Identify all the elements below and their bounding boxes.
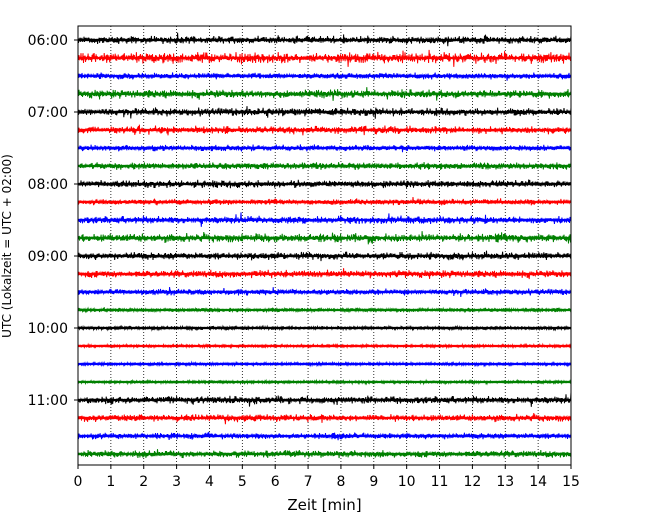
traces bbox=[77, 32, 572, 459]
x-tick-label: 3 bbox=[172, 474, 181, 490]
x-tick-label: 4 bbox=[205, 474, 214, 490]
y-tick-label: 08:00 bbox=[28, 177, 68, 193]
y-tick-label: 09:00 bbox=[28, 249, 68, 265]
grid-lines bbox=[110, 26, 539, 465]
y-tick-label: 10:00 bbox=[28, 321, 68, 337]
x-tick-label: 13 bbox=[496, 474, 514, 490]
x-tick-label: 1 bbox=[106, 474, 115, 490]
x-axis-ticks: 0 1 2 3 4 5 6 7 8 9 10 11 12 13 14 15 bbox=[74, 465, 580, 490]
x-tick-label: 14 bbox=[529, 474, 547, 490]
x-tick-label: 9 bbox=[369, 474, 378, 490]
x-tick-label: 7 bbox=[304, 474, 313, 490]
x-axis-label: Zeit [min] bbox=[287, 496, 361, 514]
x-tick-label: 0 bbox=[74, 474, 83, 490]
x-tick-label: 2 bbox=[139, 474, 148, 490]
plot-frame bbox=[77, 25, 572, 466]
y-tick-label: 11:00 bbox=[28, 393, 68, 409]
y-tick-label: 07:00 bbox=[28, 105, 68, 121]
x-tick-label: 12 bbox=[463, 474, 481, 490]
x-tick-label: 6 bbox=[271, 474, 280, 490]
x-tick-label: 15 bbox=[562, 474, 580, 490]
x-tick-label: 11 bbox=[431, 474, 449, 490]
y-axis-ticks: 06:00 07:00 08:00 09:00 10:00 11:00 bbox=[28, 33, 78, 409]
x-tick-label: 10 bbox=[398, 474, 416, 490]
x-tick-label: 5 bbox=[238, 474, 247, 490]
y-tick-label: 06:00 bbox=[28, 33, 68, 49]
y-axis-label: UTC (Lokalzeit = UTC + 02:00) bbox=[0, 154, 14, 338]
x-tick-label: 8 bbox=[336, 474, 345, 490]
